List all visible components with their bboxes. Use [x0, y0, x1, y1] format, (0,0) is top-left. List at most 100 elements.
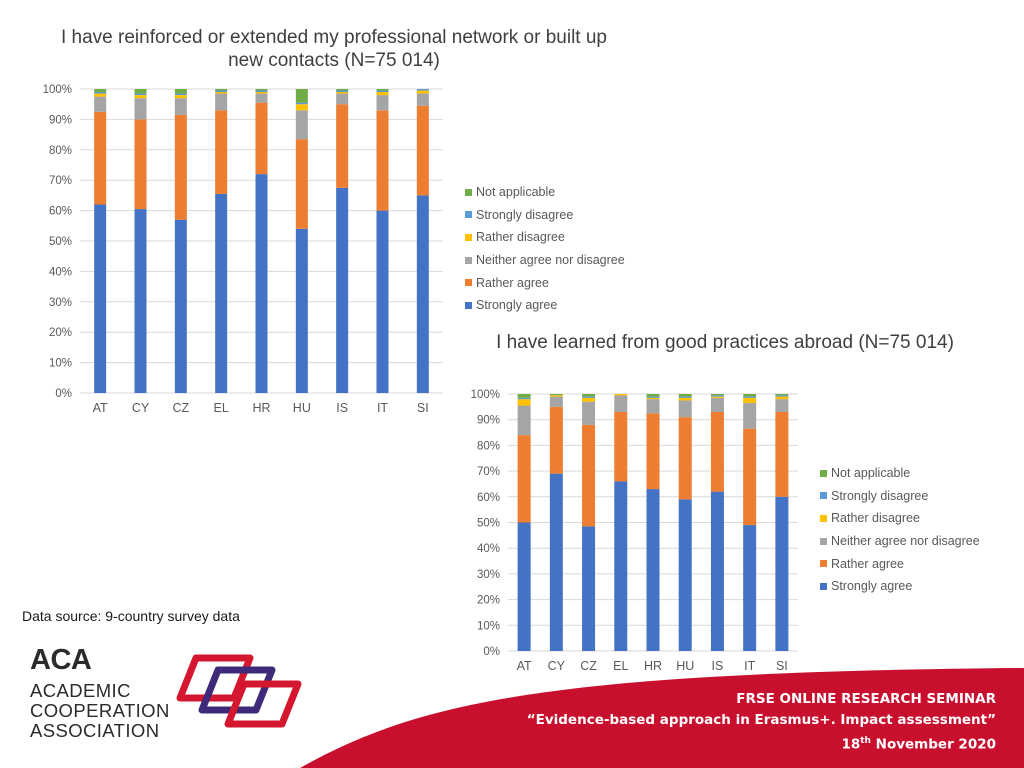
legend-label: Strongly agree — [831, 579, 913, 594]
x-category-label: CZ — [172, 401, 189, 415]
bar-segment-it-neither-agree-nor-disagree — [376, 95, 389, 111]
aca-logo-line: COOPERATION — [30, 700, 170, 721]
bar-segment-cz-rather-agree — [174, 114, 187, 220]
legend-label: Rather disagree — [831, 511, 920, 526]
x-category-label: IT — [377, 401, 388, 415]
y-tick-label: 40% — [49, 266, 72, 278]
bar-segment-is-not-applicable — [710, 394, 724, 396]
bar-segment-hr-strongly-agree — [255, 174, 268, 393]
x-category-label: CY — [548, 659, 566, 673]
y-tick-label: 10% — [477, 620, 500, 632]
x-category-label: SI — [417, 401, 429, 415]
bar-segment-it-not-applicable — [376, 89, 389, 91]
y-tick-label: 40% — [477, 543, 500, 555]
bar-segment-hr-neither-agree-nor-disagree — [255, 93, 268, 103]
legend-label: Strongly disagree — [476, 207, 574, 222]
bar-segment-cz-strongly-disagree — [174, 93, 187, 96]
bar-segment-is-rather-disagree — [336, 92, 349, 94]
y-tick-label: 100% — [43, 84, 72, 96]
bar-segment-cy-strongly-agree — [134, 209, 147, 393]
bar-segment-hr-strongly-agree — [646, 489, 660, 651]
x-category-label: AT — [517, 659, 532, 673]
bar-segment-el-rather-disagree — [614, 394, 628, 396]
legend-swatch — [820, 537, 827, 545]
y-tick-label: 70% — [49, 175, 72, 187]
legend-swatch — [465, 211, 472, 219]
bar-segment-is-strongly-disagree — [336, 90, 349, 93]
bar-segment-el-neither-agree-nor-disagree — [614, 395, 628, 412]
bar-segment-si-rather-agree — [775, 411, 789, 497]
bar-segment-is-rather-agree — [710, 411, 724, 492]
bar-segment-is-rather-disagree — [710, 396, 724, 398]
bar-segment-hu-strongly-agree — [678, 499, 692, 651]
bar-segment-cz-not-applicable — [582, 394, 596, 397]
bar-segment-el-rather-disagree — [215, 92, 228, 94]
data-source-note: Data source: 9-country survey data — [22, 608, 240, 624]
bar-segment-cz-strongly-agree — [174, 219, 187, 393]
x-category-label: IS — [712, 659, 724, 673]
y-tick-label: 30% — [49, 297, 72, 309]
legend-item: Strongly agree — [465, 294, 625, 317]
aca-logo-line: ACADEMIC — [30, 680, 131, 701]
legend-item: Not applicable — [820, 462, 980, 485]
x-category-label: HR — [644, 659, 662, 673]
legend-label: Neither agree nor disagree — [476, 253, 625, 268]
bar-segment-at-rather-agree — [94, 111, 107, 205]
legend-swatch — [465, 256, 472, 264]
footer-date: 18th November 2020 — [527, 731, 996, 756]
legend-swatch — [465, 233, 472, 241]
bar-segment-at-strongly-disagree — [94, 92, 107, 94]
legend-label: Not applicable — [831, 466, 911, 481]
bar-segment-at-not-applicable — [517, 394, 531, 398]
x-category-label: IT — [744, 659, 755, 673]
bar-segment-si-rather-agree — [416, 105, 429, 196]
legend-item: Neither agree nor disagree — [820, 530, 980, 553]
bar-segment-cz-rather-disagree — [174, 95, 187, 99]
legend-label: Rather disagree — [476, 230, 565, 245]
bar-segment-hu-rather-disagree — [295, 104, 308, 111]
bar-segment-cy-not-applicable — [134, 89, 147, 94]
bar-segment-it-rather-disagree — [743, 397, 757, 403]
chart-2-title: I have learned from good practices abroa… — [496, 332, 954, 353]
bar-segment-cz-rather-agree — [582, 424, 596, 527]
bar-segment-hu-rather-disagree — [678, 397, 692, 401]
legend-swatch — [820, 492, 827, 500]
legend-label: Neither agree nor disagree — [831, 534, 980, 549]
bar-segment-cz-not-applicable — [174, 89, 187, 94]
chart-1-title: I have reinforced or extended my profess… — [60, 27, 608, 71]
y-tick-label: 10% — [49, 358, 72, 370]
legend-swatch — [465, 301, 472, 309]
bar-segment-cz-strongly-agree — [582, 526, 596, 651]
bar-segment-cz-neither-agree-nor-disagree — [582, 401, 596, 425]
bar-segment-el-strongly-disagree — [215, 90, 228, 93]
bar-segment-el-neither-agree-nor-disagree — [215, 93, 228, 111]
y-tick-label: 80% — [477, 440, 500, 452]
bar-segment-it-rather-disagree — [376, 92, 389, 96]
bar-segment-hu-rather-agree — [295, 139, 308, 229]
legend-item: Strongly agree — [820, 575, 980, 598]
bar-segment-it-rather-agree — [376, 110, 389, 211]
bar-segment-hr-strongly-disagree — [255, 90, 268, 93]
legend-label: Not applicable — [476, 185, 556, 200]
y-tick-label: 0% — [483, 646, 500, 658]
bar-segment-hr-not-applicable — [255, 89, 268, 91]
bar-segment-hr-strongly-disagree — [646, 396, 660, 398]
bar-segment-hr-rather-agree — [646, 413, 660, 490]
legend-swatch — [465, 279, 472, 287]
bar-segment-at-strongly-disagree — [517, 397, 531, 400]
y-tick-label: 100% — [471, 389, 500, 401]
x-category-label: HU — [293, 401, 311, 415]
bar-segment-hr-rather-disagree — [646, 397, 660, 400]
legend-swatch — [820, 582, 827, 590]
legend-swatch — [820, 469, 827, 477]
footer-seminar-subtitle: “Evidence-based approach in Erasmus+. Im… — [526, 712, 996, 728]
y-tick-label: 20% — [477, 595, 500, 607]
legend-label: Strongly agree — [476, 298, 558, 313]
legend-item: Not applicable — [465, 181, 625, 204]
legend-label: Rather agree — [831, 556, 904, 571]
x-category-label: HR — [252, 401, 270, 415]
bar-segment-cz-strongly-disagree — [582, 396, 596, 398]
aca-logo-mark-icon — [176, 654, 302, 728]
bar-segment-si-strongly-disagree — [775, 395, 789, 397]
